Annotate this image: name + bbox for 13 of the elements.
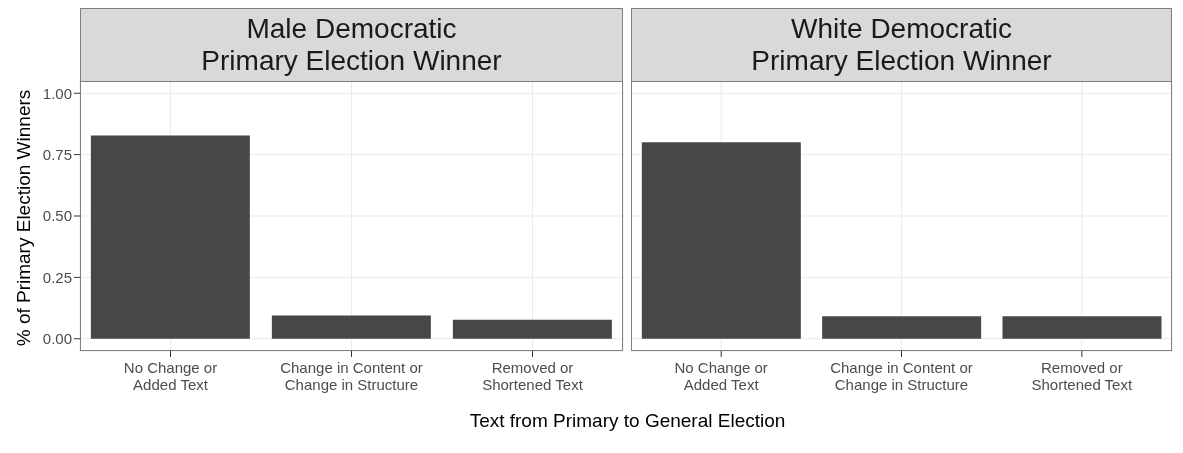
x-tick-label: No Change or Added Text [123,359,218,393]
y-tick-label: 0.25 [42,268,72,286]
y-tick-label: 0.75 [42,145,72,163]
x-axis-title: Text from Primary to General Election [468,410,787,432]
y-tick-label: 0.00 [42,330,72,348]
x-tick-label: Change in Content or Change in Structure [830,359,973,393]
y-axis-title: % of Primary Election Winners [13,89,35,347]
x-tick-label: Removed or Shortened Text [482,359,584,393]
y-tick-label: 0.50 [42,207,72,225]
y-tick-label: 1.00 [42,84,72,102]
x-tick-label: Change in Content or Change in Structure [280,359,423,393]
x-tick-label: No Change or Added Text [674,359,768,393]
x-tick-label: Removed or Shortened Text [1031,359,1133,393]
